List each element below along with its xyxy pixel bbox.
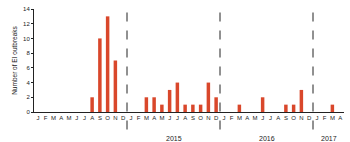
svg-text:J: J bbox=[75, 115, 78, 121]
svg-text:O: O bbox=[291, 115, 296, 121]
svg-text:10: 10 bbox=[23, 36, 30, 42]
svg-text:A: A bbox=[276, 115, 280, 121]
svg-text:8: 8 bbox=[26, 50, 30, 56]
svg-text:N: N bbox=[113, 115, 117, 121]
svg-text:Number of EI outbreaks: Number of EI outbreaks bbox=[11, 25, 18, 94]
svg-text:A: A bbox=[183, 115, 187, 121]
svg-text:M: M bbox=[237, 115, 242, 121]
svg-text:A: A bbox=[59, 115, 63, 121]
svg-text:A: A bbox=[245, 115, 249, 121]
svg-text:A: A bbox=[338, 115, 342, 121]
svg-text:J: J bbox=[168, 115, 171, 121]
svg-text:M: M bbox=[330, 115, 335, 121]
svg-text:6: 6 bbox=[26, 65, 30, 71]
svg-text:M: M bbox=[159, 115, 164, 121]
svg-text:F: F bbox=[323, 115, 327, 121]
svg-text:J: J bbox=[83, 115, 86, 121]
svg-text:J: J bbox=[261, 115, 264, 121]
svg-text:M: M bbox=[252, 115, 257, 121]
svg-text:D: D bbox=[121, 115, 126, 121]
svg-text:N: N bbox=[299, 115, 303, 121]
svg-text:S: S bbox=[284, 115, 288, 121]
svg-text:J: J bbox=[176, 115, 179, 121]
svg-text:F: F bbox=[230, 115, 234, 121]
svg-text:M: M bbox=[66, 115, 71, 121]
svg-text:J: J bbox=[222, 115, 225, 121]
svg-text:2: 2 bbox=[26, 94, 30, 100]
svg-text:A: A bbox=[152, 115, 156, 121]
svg-text:D: D bbox=[214, 115, 219, 121]
svg-text:4: 4 bbox=[26, 80, 30, 86]
svg-text:S: S bbox=[191, 115, 195, 121]
svg-text:S: S bbox=[98, 115, 102, 121]
svg-text:2016: 2016 bbox=[259, 135, 275, 142]
svg-text:J: J bbox=[129, 115, 132, 121]
svg-text:F: F bbox=[137, 115, 141, 121]
svg-text:D: D bbox=[307, 115, 312, 121]
svg-text:A: A bbox=[90, 115, 94, 121]
svg-text:O: O bbox=[105, 115, 110, 121]
svg-text:0: 0 bbox=[26, 109, 30, 115]
svg-text:2017: 2017 bbox=[321, 135, 337, 142]
svg-text:J: J bbox=[269, 115, 272, 121]
svg-text:2015: 2015 bbox=[166, 135, 182, 142]
svg-text:J: J bbox=[315, 115, 318, 121]
svg-text:O: O bbox=[198, 115, 203, 121]
svg-text:J: J bbox=[36, 115, 39, 121]
svg-text:M: M bbox=[144, 115, 149, 121]
svg-text:M: M bbox=[51, 115, 56, 121]
svg-text:F: F bbox=[44, 115, 48, 121]
svg-text:14: 14 bbox=[23, 6, 30, 12]
svg-text:12: 12 bbox=[23, 21, 30, 27]
svg-text:N: N bbox=[206, 115, 210, 121]
